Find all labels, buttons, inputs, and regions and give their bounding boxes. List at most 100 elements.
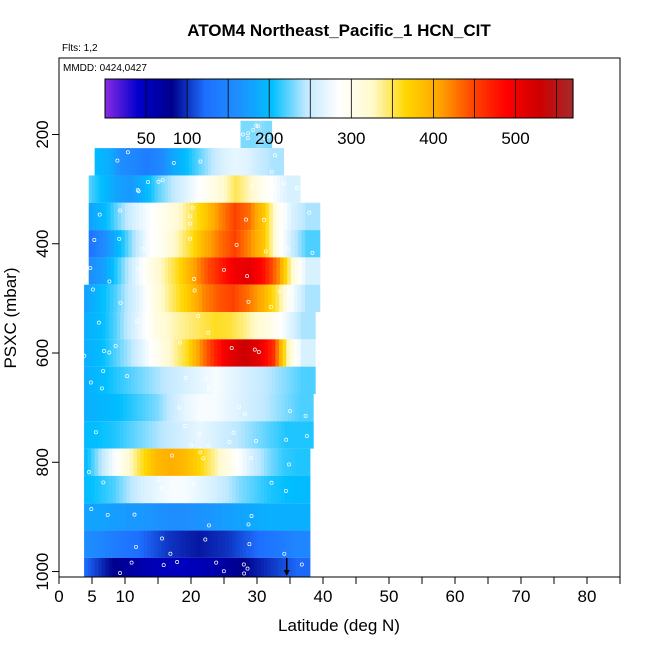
heatmap-cell — [191, 393, 196, 422]
heatmap-cell — [145, 366, 150, 394]
sample-point — [206, 387, 211, 391]
colorbar-segment — [552, 79, 556, 118]
heatmap-cell — [194, 175, 199, 203]
sample-point — [273, 153, 277, 158]
heatmap-cell — [124, 202, 129, 231]
heatmap-cell — [211, 148, 215, 176]
heatmap-cell — [304, 366, 309, 394]
heatmap-cell — [256, 475, 262, 504]
colorbar-segment — [352, 79, 356, 118]
heatmap-cell — [252, 393, 257, 422]
heatmap-cell — [235, 366, 240, 394]
heatmap-cell — [233, 257, 238, 285]
heatmap-cell — [218, 475, 223, 504]
heatmap-cell — [182, 148, 187, 176]
heatmap-cell — [164, 230, 169, 258]
heatmap-cell — [292, 503, 297, 531]
colorbar-segment — [401, 79, 405, 118]
heatmap-cell — [112, 366, 118, 394]
heatmap-cell — [251, 120, 254, 149]
heatmap-cell — [228, 448, 233, 476]
chart-title: ATOM4 Northeast_Pacific_1 HCN_CIT — [187, 21, 491, 40]
heatmap-cell — [153, 230, 158, 258]
heatmap-cell — [119, 557, 124, 577]
sample-point — [196, 314, 201, 319]
heatmap-cell — [292, 557, 297, 577]
heatmap-cell — [123, 312, 128, 340]
heatmap-cell — [178, 257, 184, 285]
heatmap-cell — [105, 475, 110, 504]
heatmap-cell — [298, 421, 303, 449]
heatmap-cell — [253, 503, 258, 531]
heatmap-cell — [295, 530, 300, 558]
colorbar-segment — [448, 79, 452, 118]
heatmap-cell — [281, 557, 286, 577]
heatmap-cell — [266, 175, 271, 203]
sample-point — [230, 454, 235, 459]
heatmap-cell — [306, 557, 311, 577]
heatmap-cell — [286, 339, 291, 367]
heatmap-cell — [137, 393, 142, 422]
heatmap-cell — [87, 421, 92, 449]
colorbar-segment — [245, 79, 249, 118]
sample-point — [136, 189, 141, 194]
heatmap-cell — [189, 148, 193, 176]
heatmap-cell — [172, 503, 177, 531]
heatmap-cell — [271, 366, 276, 394]
heatmap-cell — [87, 530, 92, 558]
colorbar-segment — [162, 79, 166, 118]
colorbar-segment — [461, 79, 465, 118]
heatmap-cell — [294, 202, 299, 231]
heatmap-cell — [179, 475, 184, 504]
colorbar-segment — [125, 79, 129, 118]
heatmap-cell — [191, 175, 195, 203]
heatmap-cell — [168, 202, 173, 231]
sample-point — [175, 560, 180, 564]
y-tick-label: 800 — [33, 448, 52, 476]
x-tick-label: 30 — [248, 587, 267, 606]
heatmap-cell — [151, 148, 156, 176]
heatmap-cell — [185, 148, 190, 176]
sample-point — [107, 279, 112, 284]
heatmap-cell — [171, 202, 176, 231]
heatmap-cell — [102, 284, 107, 313]
heatmap-cell — [98, 312, 103, 340]
heatmap-cell — [255, 148, 259, 176]
heatmap-cell — [297, 312, 302, 340]
heatmap-cell — [91, 312, 96, 340]
sample-point — [269, 304, 273, 309]
heatmap-cell — [200, 530, 205, 558]
heatmap-cell — [87, 366, 92, 394]
sample-point — [183, 375, 188, 380]
heatmap-cell — [119, 475, 124, 504]
heatmap-cell — [105, 448, 110, 476]
heatmap-cell — [243, 175, 248, 203]
heatmap-cell — [134, 366, 139, 394]
heatmap-cell — [293, 366, 298, 394]
heatmap-cell — [121, 230, 126, 258]
heatmap-cell — [307, 366, 313, 394]
heatmap-cell — [218, 448, 223, 476]
heatmap-cell — [255, 393, 261, 422]
colorbar-segment — [383, 79, 387, 118]
colorbar-segment — [219, 79, 223, 118]
heatmap-cell — [100, 148, 105, 176]
heatmap-cell — [193, 448, 198, 476]
sample-point — [307, 210, 312, 215]
heatmap-cell — [95, 175, 100, 203]
heatmap-cell — [150, 284, 155, 313]
heatmap-cell — [106, 257, 111, 285]
heatmap-cell — [254, 120, 257, 149]
heatmap-cell — [235, 312, 240, 340]
colorbar-segment — [570, 79, 574, 118]
heatmap-cell — [105, 366, 110, 394]
heatmap-cell — [110, 257, 115, 285]
heatmap-cell — [267, 475, 272, 504]
heatmap-cell — [92, 202, 97, 231]
heatmap-cell — [92, 230, 97, 258]
heatmap-cell — [273, 421, 278, 449]
heatmap-cell — [224, 175, 228, 203]
heatmap-cell — [126, 448, 131, 476]
heatmap-cell — [185, 339, 190, 367]
heatmap-cell — [218, 202, 223, 231]
